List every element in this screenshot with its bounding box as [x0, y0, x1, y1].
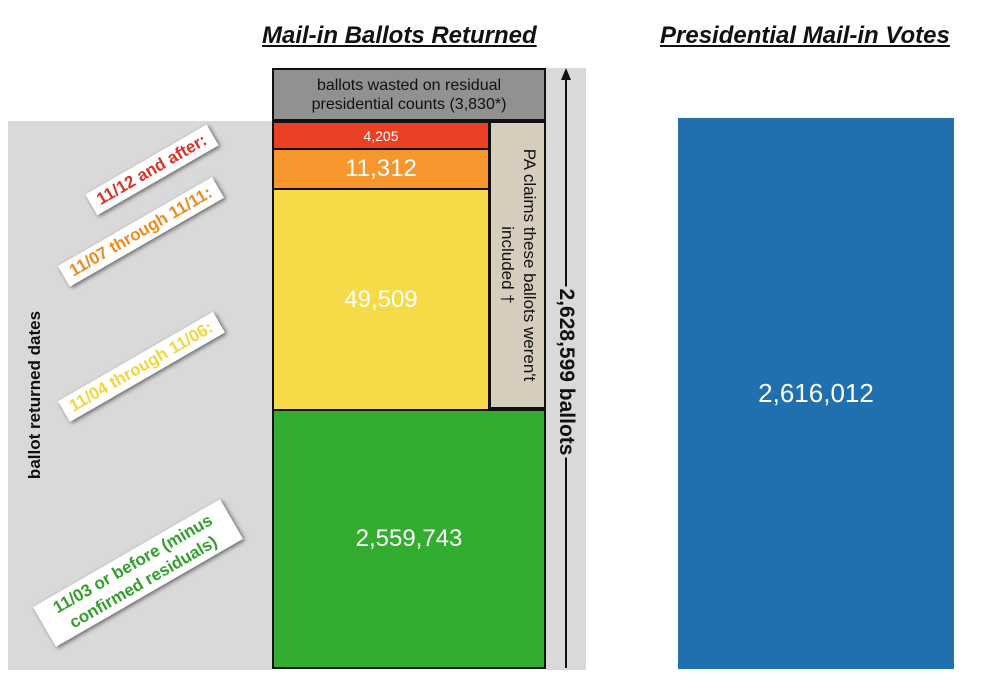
segment-1104-value: 49,509: [344, 285, 418, 313]
pa-claim-box: PA claims these ballots weren't included…: [490, 121, 546, 409]
presidential-votes-value: 2,616,012: [758, 378, 874, 408]
segment-1103-before: 2,559,743: [272, 409, 546, 669]
segment-1112-value: 4,205: [363, 127, 399, 144]
segment-1103-value: 2,559,743: [355, 525, 463, 552]
ballot-returned-dates-axis-label: ballot returned dates: [25, 310, 44, 480]
segment-1104-1106: 49,509: [272, 188, 490, 411]
segment-residual-ballots: ballots wasted on residual presidential …: [272, 68, 546, 121]
left-chart-title: Mail-in Ballots Returned: [262, 22, 537, 49]
segment-1107-value: 11,312: [345, 155, 417, 182]
presidential-votes-bar: [678, 118, 954, 669]
total-ballots-label: 2,628,599 ballots: [554, 286, 578, 458]
segment-residual-label: ballots wasted on residual presidential …: [311, 76, 507, 113]
right-chart-title: Presidential Mail-in Votes: [660, 22, 950, 49]
